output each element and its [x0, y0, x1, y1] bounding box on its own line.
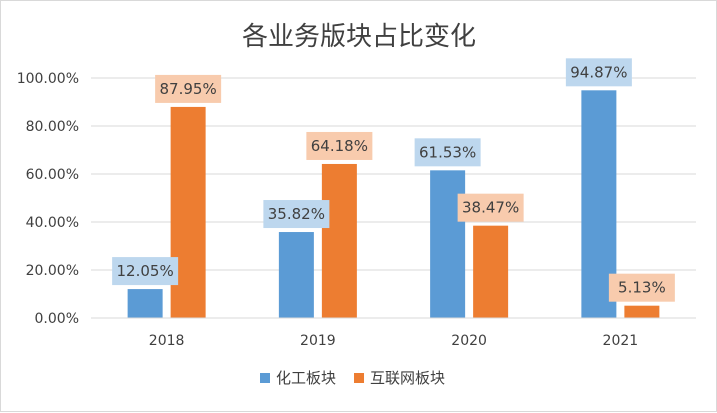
x-tick-label: 2021 [603, 333, 639, 349]
data-label-box [565, 58, 632, 87]
legend: 化工板块 互联网板块 [260, 369, 445, 387]
bar [127, 289, 163, 318]
legend-swatch [260, 373, 270, 383]
y-tick-label: 20.00% [26, 263, 79, 279]
legend-label: 互联网板块 [370, 369, 445, 387]
bar [278, 232, 314, 318]
data-label: 38.47% [462, 199, 519, 217]
data-label-box [263, 200, 330, 229]
y-tick-label: 0.00% [35, 311, 79, 327]
y-tick-label: 40.00% [26, 215, 79, 231]
data-label: 87.95% [160, 80, 217, 98]
data-label: 5.13% [618, 279, 666, 297]
data-label-box [414, 138, 481, 167]
bar [430, 170, 466, 318]
data-label-box [112, 257, 179, 286]
bars [127, 90, 660, 318]
data-label: 61.53% [419, 143, 476, 161]
data-label-box [155, 74, 222, 103]
data-label-box [608, 273, 675, 302]
bar [170, 106, 206, 318]
x-tick-label: 2019 [300, 333, 336, 349]
data-label: 12.05% [117, 262, 174, 280]
y-axis: 0.00% 20.00% 40.00% 60.00% 80.00% 100.00% [17, 71, 79, 327]
x-tick-label: 2020 [451, 333, 487, 349]
legend-swatch [354, 373, 365, 383]
data-labels: 12.05% 87.95% 35.82% 64.18% 61.53% 38.47% 94.8… [112, 58, 675, 302]
x-axis: 2018 2019 2020 2021 [91, 317, 696, 349]
data-label: 64.18% [311, 137, 368, 155]
y-tick-label: 60.00% [26, 167, 79, 183]
data-label-box [457, 193, 524, 222]
x-tick-label: 2018 [149, 333, 185, 349]
y-tick-label: 80.00% [26, 119, 79, 135]
bar [473, 225, 509, 318]
bar [321, 163, 357, 318]
legend-label: 化工板块 [276, 369, 336, 387]
chart-title: 各业务版块占比变化 [242, 22, 476, 52]
y-tick-label: 100.00% [17, 71, 79, 87]
data-label: 94.87% [570, 63, 627, 81]
bar [624, 305, 660, 318]
data-label: 35.82% [268, 205, 325, 223]
data-label-box [306, 131, 373, 160]
